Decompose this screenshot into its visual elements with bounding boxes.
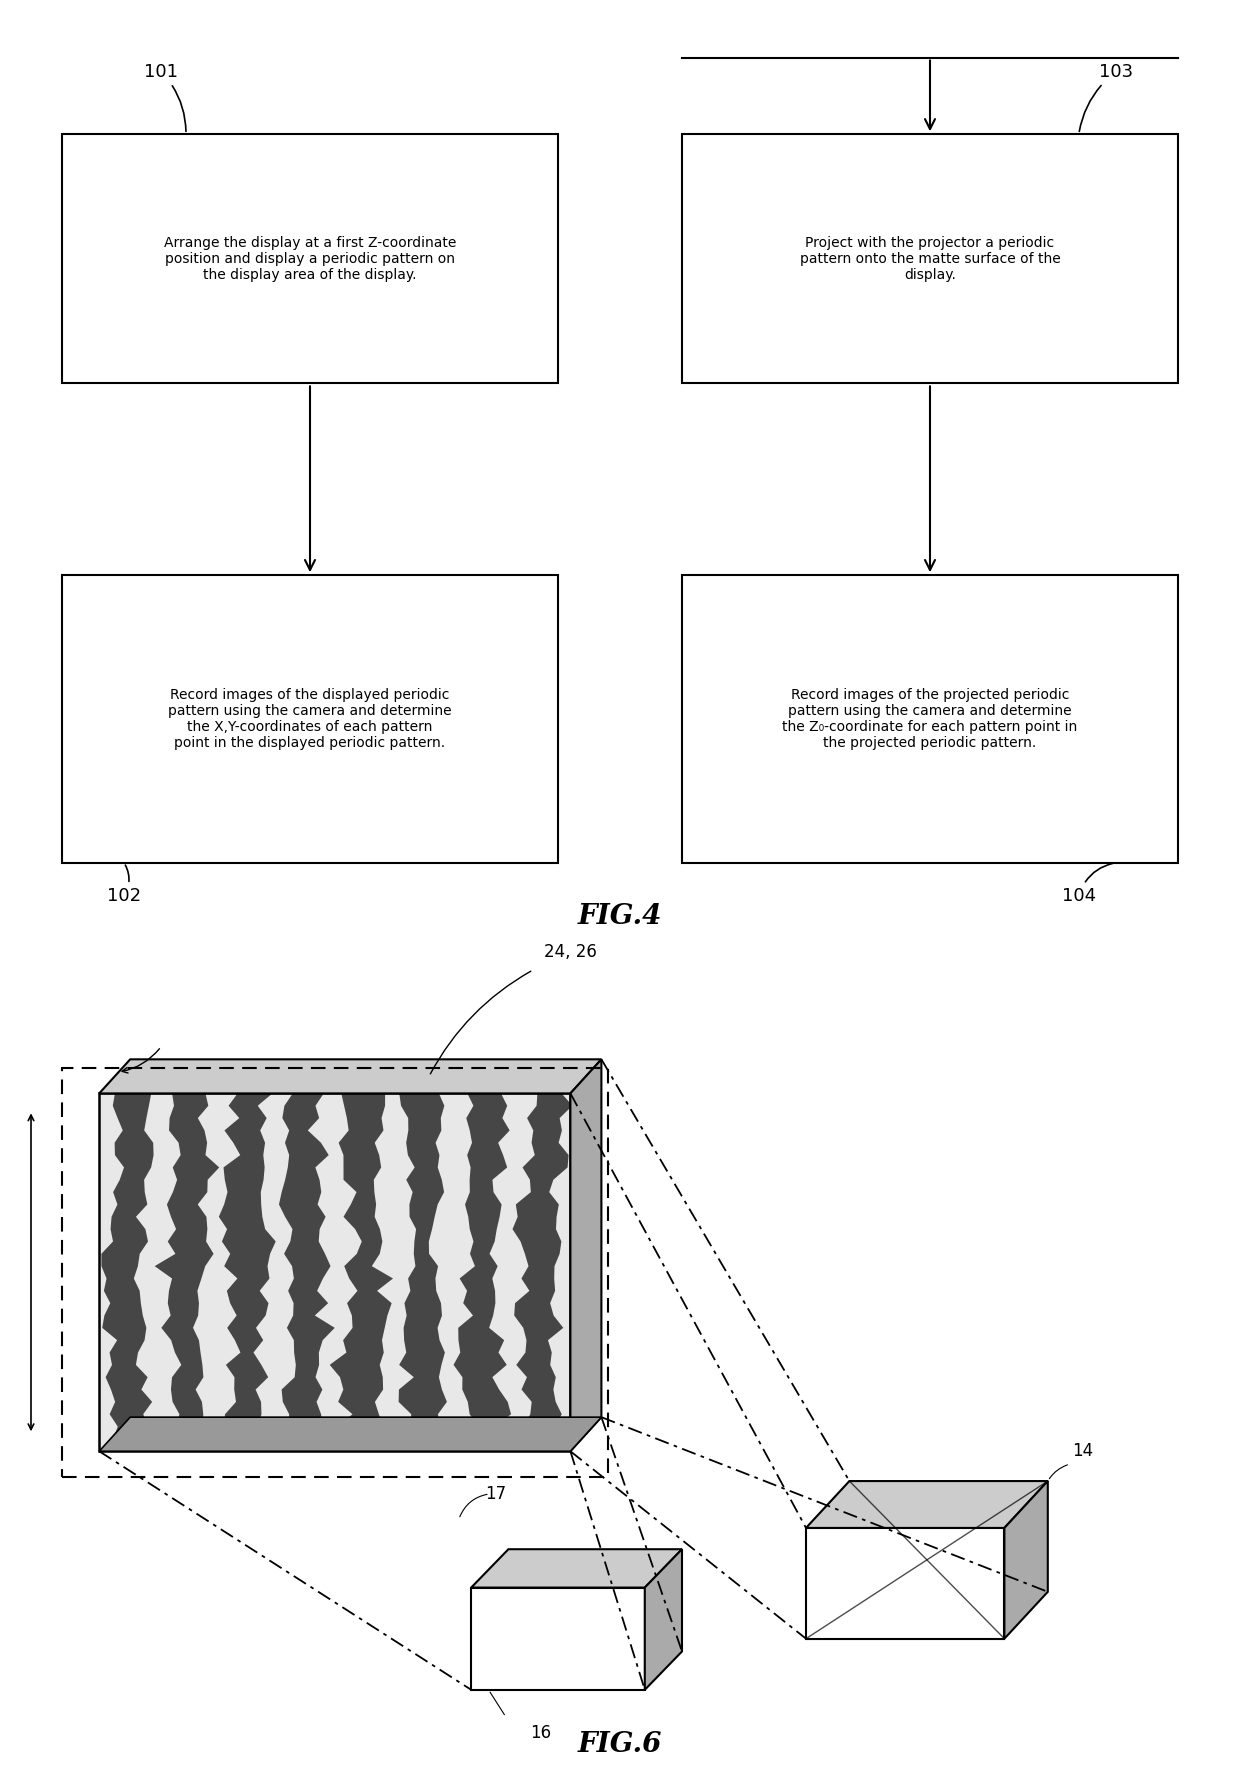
Polygon shape	[512, 1093, 573, 1452]
Polygon shape	[102, 1093, 157, 1452]
Polygon shape	[99, 1060, 601, 1093]
Polygon shape	[330, 1093, 393, 1452]
Text: Project with the projector a periodic
pattern onto the matte surface of the
disp: Project with the projector a periodic pa…	[800, 236, 1060, 282]
Text: FIG.4: FIG.4	[578, 903, 662, 930]
Polygon shape	[806, 1480, 1048, 1528]
Text: 24, 26: 24, 26	[544, 943, 596, 962]
Text: Arrange the display at a first Z-coordinate
position and display a periodic patt: Arrange the display at a first Z-coordin…	[164, 236, 456, 282]
Polygon shape	[155, 1093, 219, 1452]
Polygon shape	[806, 1528, 1004, 1638]
FancyBboxPatch shape	[62, 135, 558, 383]
Polygon shape	[99, 1416, 601, 1452]
Text: 102: 102	[107, 864, 141, 905]
Polygon shape	[1004, 1480, 1048, 1638]
Polygon shape	[99, 1093, 570, 1452]
Text: 16: 16	[529, 1724, 552, 1741]
Text: 103: 103	[1079, 62, 1133, 131]
Text: FIG.6: FIG.6	[578, 1731, 662, 1757]
Text: 17: 17	[485, 1486, 507, 1503]
Text: 101: 101	[144, 62, 186, 131]
Polygon shape	[645, 1550, 682, 1690]
Text: Record images of the displayed periodic
pattern using the camera and determine
t: Record images of the displayed periodic …	[169, 687, 451, 751]
Text: 14: 14	[1073, 1441, 1094, 1459]
Polygon shape	[471, 1587, 645, 1690]
Polygon shape	[279, 1093, 335, 1452]
Polygon shape	[398, 1093, 446, 1452]
Polygon shape	[454, 1093, 511, 1452]
FancyBboxPatch shape	[682, 135, 1178, 383]
FancyBboxPatch shape	[62, 575, 558, 863]
Text: 104: 104	[1061, 863, 1114, 905]
FancyBboxPatch shape	[682, 575, 1178, 863]
Polygon shape	[218, 1093, 275, 1452]
Polygon shape	[570, 1060, 601, 1452]
Polygon shape	[471, 1550, 682, 1587]
Text: Record images of the projected periodic
pattern using the camera and determine
t: Record images of the projected periodic …	[782, 687, 1078, 751]
